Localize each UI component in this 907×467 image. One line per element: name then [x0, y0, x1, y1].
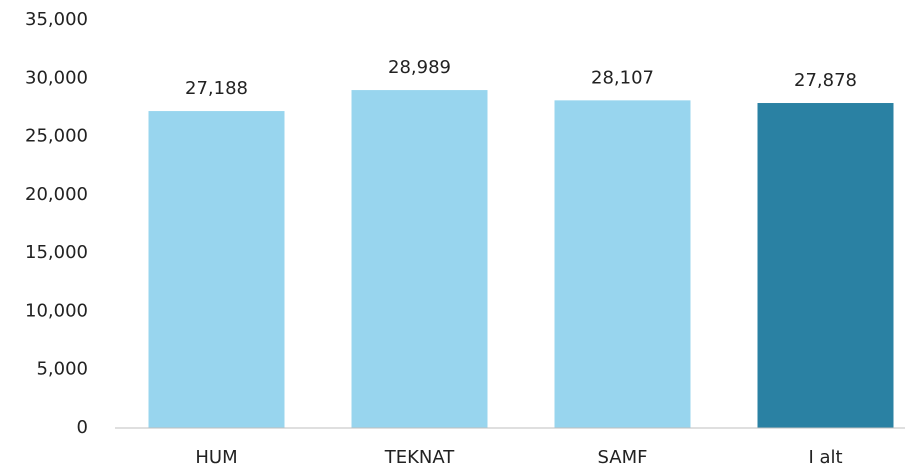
y-tick-label: 5,000 — [36, 359, 88, 380]
y-tick-label: 15,000 — [25, 242, 88, 263]
x-tick-label: I alt — [808, 447, 842, 467]
x-tick-label: HUM — [195, 447, 237, 467]
x-tick-label: TEKNAT — [384, 447, 456, 467]
data-label: 27,188 — [185, 78, 248, 99]
y-tick-label: 30,000 — [25, 67, 88, 88]
y-tick-label: 0 — [77, 417, 88, 438]
x-tick-label: SAMF — [598, 447, 648, 467]
y-tick-label: 35,000 — [25, 9, 88, 30]
data-label: 27,878 — [794, 70, 857, 91]
y-tick-label: 25,000 — [25, 126, 88, 147]
bar — [554, 100, 691, 428]
bar — [757, 103, 894, 429]
data-label: 28,107 — [591, 67, 654, 88]
y-tick-label: 10,000 — [25, 300, 88, 321]
bar — [148, 111, 285, 428]
bar — [351, 90, 488, 429]
data-label: 28,989 — [388, 57, 451, 78]
y-tick-label: 20,000 — [25, 184, 88, 205]
